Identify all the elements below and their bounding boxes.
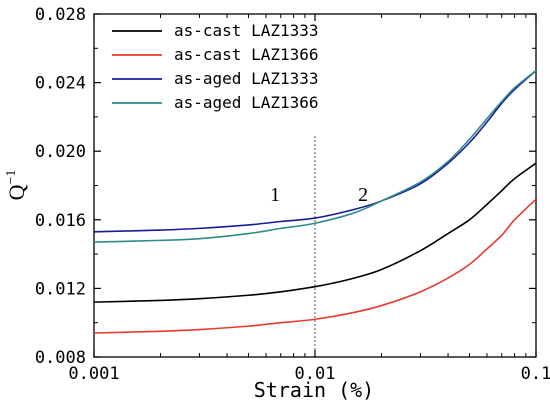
svg-text:Q−1: Q−1 xyxy=(4,170,29,201)
series-line-as-cast-laz1333 xyxy=(93,162,537,303)
series-lines xyxy=(93,69,537,334)
x-axis-label: Strain (%) xyxy=(254,378,374,402)
y-axis-label-superscript: −1 xyxy=(4,170,19,185)
x-tick-label: 0.01 xyxy=(295,364,336,384)
series-line-as-aged-laz1366 xyxy=(93,69,537,243)
y-tick-label: 0.024 xyxy=(35,74,86,94)
x-tick-label: 0.1 xyxy=(521,364,550,384)
axes: 0.001 0.01 0.1 0.008 0.012 0.016 0.020 0.024 0.0… xyxy=(35,5,550,384)
legend-label-as-cast-laz1366: as-cast LAZ1366 xyxy=(174,45,319,64)
series-line-as-cast-laz1366 xyxy=(93,198,537,334)
region-label-1: 1 xyxy=(270,184,280,206)
y-tick-label: 0.020 xyxy=(35,142,86,162)
y-axis-label: Q−1 xyxy=(4,170,29,201)
legend-label-as-aged-laz1366: as-aged LAZ1366 xyxy=(174,93,319,112)
legend-label-as-cast-laz1333: as-cast LAZ1333 xyxy=(174,21,319,40)
region-label-2: 2 xyxy=(358,184,368,206)
y-tick-label: 0.028 xyxy=(35,5,86,25)
x-tick-label: 0.001 xyxy=(68,364,119,384)
y-tick-label: 0.012 xyxy=(35,279,86,299)
y-axis-label-base: Q xyxy=(4,184,29,200)
y-tick-label: 0.008 xyxy=(35,348,86,368)
legend-label-as-aged-laz1333: as-aged LAZ1333 xyxy=(174,69,319,88)
y-tick-label: 0.016 xyxy=(35,211,86,231)
legend: as-cast LAZ1333 as-cast LAZ1366 as-aged LA… xyxy=(112,21,319,112)
